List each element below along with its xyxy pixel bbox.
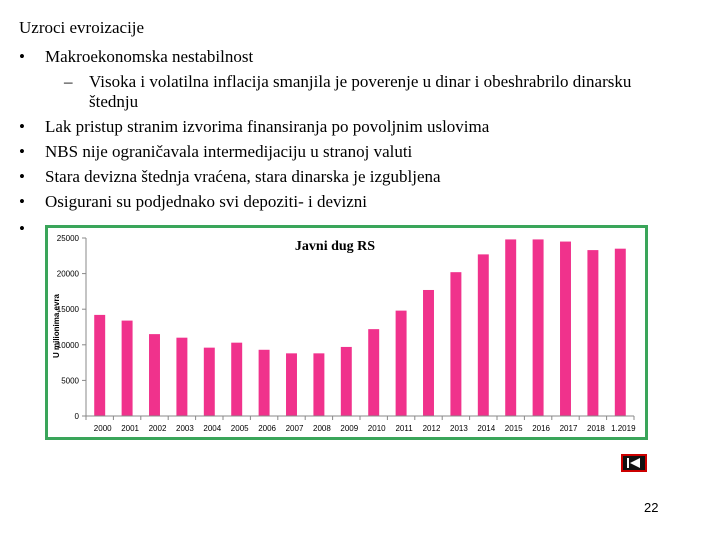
x-tick-label: 2016 bbox=[532, 424, 550, 433]
slide-title: Uzroci evroizacije bbox=[19, 18, 145, 37]
x-tick-label: 2018 bbox=[587, 424, 605, 433]
x-tick-label: 2008 bbox=[313, 424, 331, 433]
bar-2013 bbox=[450, 272, 462, 416]
x-tick-label: 2013 bbox=[450, 424, 468, 433]
y-tick-label: 25000 bbox=[57, 234, 80, 243]
bar-2009 bbox=[340, 346, 352, 416]
bar-2007 bbox=[286, 353, 297, 416]
bar-2012 bbox=[423, 289, 434, 416]
chart-title: Javni dug RS bbox=[295, 239, 375, 254]
bullet-item: • NBS nije ograničavala intermedijaciju … bbox=[19, 142, 413, 161]
bar-2017 bbox=[560, 241, 571, 416]
bullet-item: • Makroekonomska nestabilnost bbox=[19, 47, 254, 66]
y-tick-label: 20000 bbox=[57, 270, 80, 279]
bar-2005 bbox=[231, 342, 243, 416]
bullet-list: • Makroekonomska nestabilnost – Visoka i… bbox=[19, 44, 699, 214]
x-tick-label: 2014 bbox=[477, 424, 495, 433]
bar-2000 bbox=[94, 314, 106, 416]
bar-2011 bbox=[395, 310, 407, 416]
bar-2001 bbox=[121, 320, 133, 416]
bullet-item: • Stara devizna štednja vraćena, stara d… bbox=[19, 167, 441, 186]
x-tick-label: 2017 bbox=[560, 424, 578, 433]
x-tick-label: 2006 bbox=[258, 424, 276, 433]
sub-bullet-item: – Visoka i volatilna inflacija smanjila … bbox=[64, 72, 632, 91]
x-tick-label: 2012 bbox=[423, 424, 441, 433]
x-tick-label: 2002 bbox=[149, 424, 167, 433]
y-tick-label: 15000 bbox=[57, 305, 80, 314]
bar-2002 bbox=[149, 334, 160, 416]
bar-2015 bbox=[505, 239, 517, 416]
x-tick-label: 2011 bbox=[395, 424, 413, 433]
chart-frame: Javni dug RS U milionima evra 0 5000 10000… bbox=[45, 225, 648, 440]
bar-2004 bbox=[203, 347, 215, 416]
y-tick-label: 0 bbox=[75, 412, 80, 421]
back-button[interactable] bbox=[621, 454, 647, 472]
bar-2003 bbox=[176, 337, 188, 416]
bar-1.2019 bbox=[614, 248, 626, 416]
x-tick-label: 2015 bbox=[505, 424, 523, 433]
x-tick-label: 2005 bbox=[231, 424, 249, 433]
public-debt-chart: Javni dug RS U milionima evra 0 5000 10000… bbox=[52, 234, 636, 433]
x-tick-label: 2007 bbox=[286, 424, 304, 433]
bar-2006 bbox=[258, 349, 270, 416]
bar-2016 bbox=[532, 239, 544, 416]
x-tick-label: 2000 bbox=[94, 424, 112, 433]
x-tick-label: 2004 bbox=[203, 424, 221, 433]
bar-2010 bbox=[368, 329, 380, 416]
bar-2008 bbox=[313, 353, 325, 416]
bullet-item: • Osigurani su podjednako svi depoziti- … bbox=[19, 192, 367, 211]
x-tick-label: 2001 bbox=[121, 424, 139, 433]
x-tick-label: 2003 bbox=[176, 424, 194, 433]
bullet-marker: • bbox=[19, 219, 25, 238]
bar-2014 bbox=[477, 254, 489, 416]
bullet-item: • Lak pristup stranim izvorima finansira… bbox=[19, 117, 490, 136]
x-tick-label: 2009 bbox=[340, 424, 358, 433]
sub-bullet-continuation: štednju bbox=[89, 92, 139, 111]
y-axis-label: U milionima evra bbox=[52, 293, 61, 358]
x-tick-label: 1.2019 bbox=[611, 424, 636, 433]
y-tick-label: 5000 bbox=[61, 376, 79, 385]
page-number: 22 bbox=[644, 500, 659, 515]
back-icon bbox=[627, 458, 640, 468]
y-tick-label: 10000 bbox=[57, 341, 80, 350]
bar-2018 bbox=[587, 250, 599, 416]
x-tick-label: 2010 bbox=[368, 424, 386, 433]
